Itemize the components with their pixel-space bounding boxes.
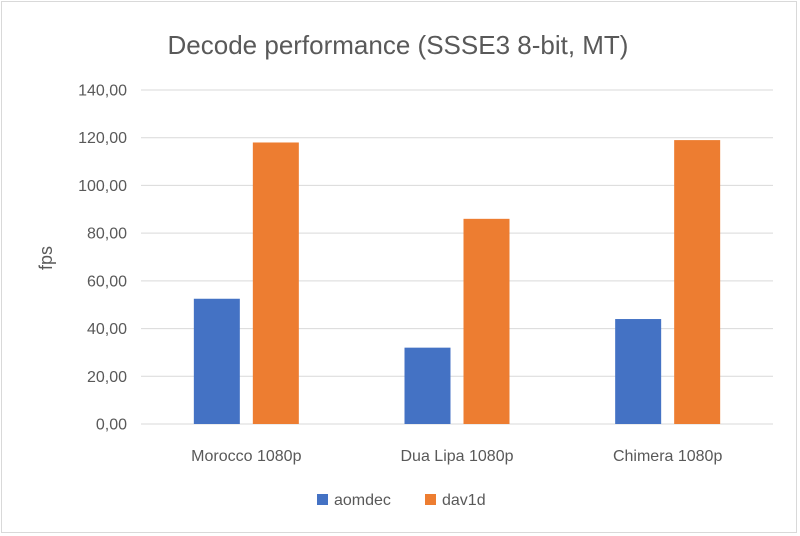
x-axis-categories: Morocco 1080p Dua Lipa 1080p Chimera 1080p (191, 448, 722, 465)
gridlines (141, 89, 773, 425)
y-tick-label: 0,00 (96, 417, 127, 434)
bar-aomdec (404, 347, 451, 424)
y-tick-label: 140,00 (78, 83, 127, 100)
y-tick-label: 100,00 (78, 178, 127, 195)
x-category-label: Morocco 1080p (191, 448, 301, 465)
legend-label: dav1d (442, 492, 486, 509)
legend-item-aomdec: aomdec (317, 492, 391, 509)
y-tick-label: 80,00 (87, 226, 127, 243)
bars (193, 140, 721, 424)
legend: aomdec dav1d (317, 492, 486, 509)
x-category-label: Dua Lipa 1080p (401, 448, 514, 465)
bar-dav1d (463, 218, 510, 424)
bar-aomdec (615, 319, 662, 424)
legend-label: aomdec (334, 492, 391, 509)
y-axis-ticks: 0,00 20,00 40,00 60,00 80,00 100,00 120,00 140,… (78, 83, 127, 434)
bar-dav1d (674, 140, 721, 424)
bar-dav1d (252, 142, 299, 424)
bar-aomdec (193, 298, 240, 424)
y-tick-label: 60,00 (87, 273, 127, 290)
legend-item-dav1d: dav1d (425, 492, 486, 509)
x-category-label: Chimera 1080p (613, 448, 723, 465)
chart-title: Decode performance (SSSE3 8-bit, MT) (168, 30, 629, 60)
y-tick-label: 120,00 (78, 130, 127, 147)
y-axis-label: fps (36, 246, 56, 270)
y-tick-label: 40,00 (87, 321, 127, 338)
legend-swatch (425, 494, 436, 505)
y-tick-label: 20,00 (87, 369, 127, 386)
legend-swatch (317, 494, 328, 505)
